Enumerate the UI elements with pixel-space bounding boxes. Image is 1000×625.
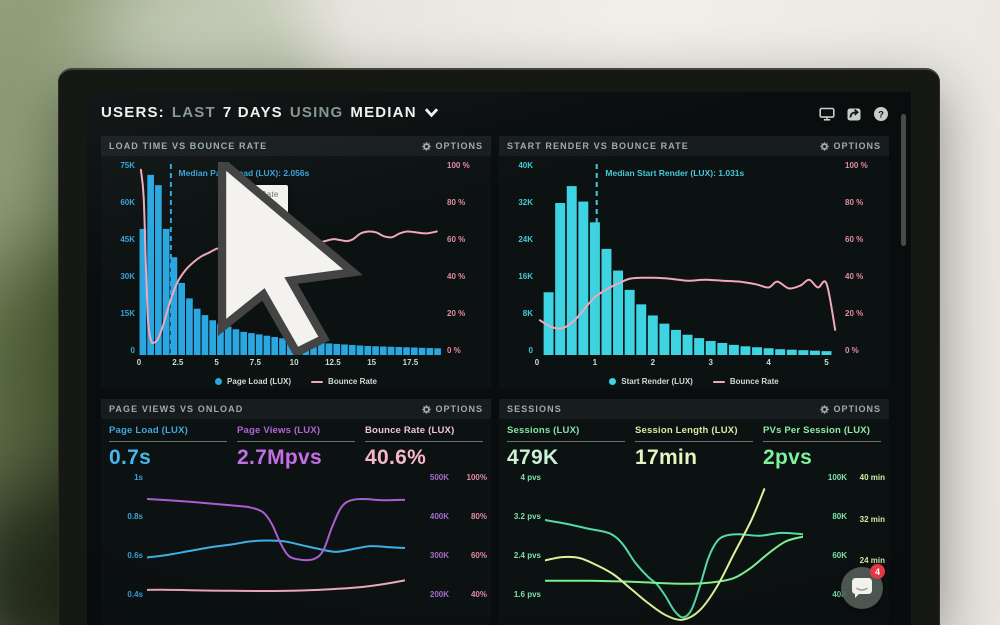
metric-bounce-rate: Bounce Rate (LUX) 40.6% — [365, 425, 483, 470]
help-icon[interactable]: ? — [873, 106, 889, 122]
display-icon[interactable] — [819, 106, 835, 122]
legend-line-icon — [712, 380, 725, 383]
chat-bubble-icon — [852, 578, 872, 598]
x-axis: 0 2.5 5 7.5 10 12.5 15 17.5 — [136, 358, 419, 367]
scrollbar[interactable] — [901, 114, 906, 246]
panel-title: START RENDER VS BOUNCE RATE — [507, 141, 689, 151]
options-button[interactable]: OPTIONS — [820, 404, 881, 414]
chat-widget-button[interactable]: 4 — [841, 564, 885, 609]
load-time-chart[interactable]: Median Page Load (LUX): 2.056s Bounce Ra… — [137, 162, 443, 367]
median-annotation: Median Page Load (LUX): 2.056s — [178, 168, 310, 178]
panel-title: PAGE VIEWS VS ONLOAD — [109, 404, 244, 414]
metric-page-load: Page Load (LUX) 0.7s — [109, 425, 227, 470]
y-axis-left: 1s 0.8s 0.6s 0.4s — [127, 473, 143, 599]
options-button[interactable]: OPTIONS — [422, 404, 483, 414]
dashboard-screen: USERS: LAST 7 DAYS USING MEDIAN ? LOAD T… — [87, 92, 911, 625]
metric-session-length: Session Length (LUX) 17min — [635, 425, 753, 470]
laptop: USERS: LAST 7 DAYS USING MEDIAN ? LOAD T… — [58, 68, 940, 625]
metric-pvs-per-session: PVs Per Session (LUX) 2pvs — [763, 425, 881, 470]
svg-text:?: ? — [878, 109, 884, 120]
options-label: OPTIONS — [833, 141, 881, 151]
legend-dot-icon — [609, 378, 617, 385]
metric-sessions: Sessions (LUX) 479K — [507, 425, 625, 470]
gear-icon — [820, 141, 830, 151]
panel-title: LOAD TIME VS BOUNCE RATE — [109, 141, 268, 151]
y-axis-right-sessions: 100K 80K 60K 40K — [827, 473, 847, 599]
title-segment: 7 DAYS — [222, 104, 283, 121]
chart-legend: Page Load (LUX) Bounce Rate — [101, 377, 491, 386]
median-annotation: Median Start Render (LUX): 1.031s — [605, 168, 745, 178]
title-segment: LAST — [171, 104, 216, 121]
panel-title: SESSIONS — [507, 404, 562, 414]
legend-line-icon — [311, 380, 324, 383]
panel-load-time: LOAD TIME VS BOUNCE RATE OPTIONS 75K 60K 4… — [101, 136, 491, 389]
metric-value: 479K — [507, 446, 559, 469]
options-label: OPTIONS — [435, 141, 483, 151]
y-axis-right: 100 % 80 % 60 % 40 % 20 % 0 % — [447, 161, 470, 355]
metric-value: 2pvs — [763, 446, 813, 469]
y-axis-left: 75K 60K 45K 30K 15K 0 — [120, 161, 135, 355]
y-axis-left: 40K 32K 24K 16K 8K 0 — [518, 161, 533, 355]
options-label: OPTIONS — [833, 404, 881, 414]
y-axis-right-views: 500K 400K 300K 200K — [429, 473, 449, 599]
panel-page-views: PAGE VIEWS VS ONLOAD OPTIONS Page Load (… — [101, 399, 491, 625]
chevron-down-icon — [424, 108, 438, 118]
gear-icon — [820, 404, 830, 414]
metric-page-views: Page Views (LUX) 2.7Mpvs — [237, 425, 355, 470]
dashboard-title-dropdown[interactable]: USERS: LAST 7 DAYS USING MEDIAN — [101, 104, 439, 121]
y-axis-left: 4 pvs 3.2 pvs 2.4 pvs 1.6 pvs — [513, 473, 541, 599]
title-segment: USERS: — [101, 104, 165, 121]
page-views-chart[interactable] — [147, 474, 405, 625]
options-label: OPTIONS — [435, 404, 483, 414]
metric-value: 17min — [635, 446, 698, 469]
metric-value: 0.7s — [109, 446, 152, 469]
y-axis-right-minutes: 40 min 32 min 24 min — [859, 473, 885, 566]
metric-value: 40.6% — [365, 446, 427, 469]
panel-start-render: START RENDER VS BOUNCE RATE OPTIONS 40K 3… — [499, 136, 889, 389]
gear-icon — [422, 141, 432, 151]
panel-sessions: SESSIONS OPTIONS Sessions (LUX) 479K Ses… — [499, 399, 889, 625]
legend-dot-icon — [215, 378, 223, 385]
chat-badge: 4 — [870, 564, 885, 579]
mouse-cursor-icon — [217, 162, 363, 355]
y-axis-right-bounce: 100% 80% 60% 40% — [466, 473, 487, 599]
gear-icon — [422, 404, 432, 414]
title-segment: USING — [289, 104, 344, 121]
title-segment: MEDIAN — [350, 104, 417, 121]
chart-legend: Start Render (LUX) Bounce Rate — [499, 377, 889, 386]
options-button[interactable]: OPTIONS — [820, 141, 881, 151]
y-axis-right: 100 % 80 % 60 % 40 % 20 % 0 % — [845, 161, 868, 355]
metric-value: 2.7Mpvs — [237, 446, 322, 469]
share-icon[interactable] — [846, 106, 862, 122]
options-button[interactable]: OPTIONS — [422, 141, 483, 151]
sessions-chart[interactable] — [545, 474, 803, 625]
